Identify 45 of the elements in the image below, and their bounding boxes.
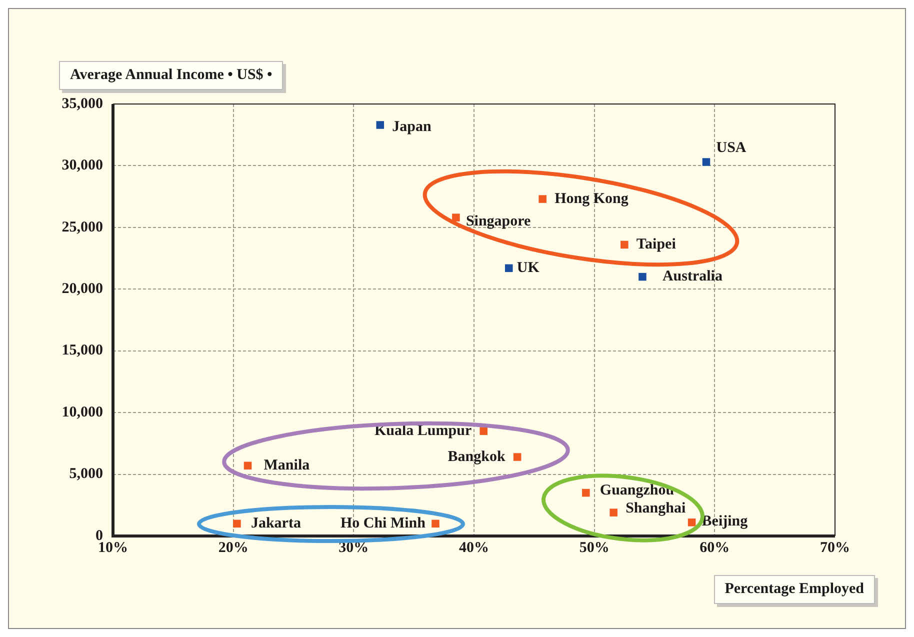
- x-axis-title: Percentage Employed: [714, 575, 875, 604]
- x-tick-label: 20%: [218, 540, 248, 556]
- point: [610, 508, 618, 516]
- annotation: UK: [516, 260, 540, 276]
- point: [513, 453, 522, 461]
- annotation: Beijing: [702, 513, 748, 530]
- point: [688, 518, 696, 526]
- y-tick-label: 20,000: [62, 281, 103, 298]
- annotation: Shanghai: [626, 500, 686, 516]
- point: [620, 240, 628, 249]
- point: [505, 264, 513, 272]
- point: [376, 121, 384, 129]
- y-tick-label: 10,000: [62, 404, 103, 420]
- annotation: Singapore: [466, 213, 532, 230]
- x-tick-label: 60%: [700, 540, 730, 556]
- y-tick-label: 15,000: [62, 342, 103, 359]
- annotation: Japan: [392, 118, 432, 135]
- y-tick-label: 35,000: [62, 96, 103, 112]
- annotation: Bangkok: [448, 448, 506, 465]
- point: [452, 214, 460, 222]
- annotation: USA: [716, 140, 746, 156]
- y-tick-label: 25,000: [62, 219, 103, 236]
- x-tick-label: 40%: [459, 540, 489, 556]
- point: [480, 427, 488, 435]
- point: [244, 462, 252, 470]
- point: [702, 158, 710, 166]
- point: [582, 488, 590, 497]
- y-axis-title: Average Annual Income • US$ •: [59, 61, 284, 90]
- annotation: Taipei: [636, 236, 676, 253]
- y-tick-label: 30,000: [62, 158, 103, 174]
- y-tick-label: 5,000: [69, 466, 103, 482]
- annotation: Jakarta: [250, 516, 302, 532]
- point: [638, 272, 646, 281]
- annotation: Guangzhou: [600, 482, 674, 499]
- annotation: Manila: [264, 458, 310, 474]
- annotation: Ho Chi Minh: [340, 516, 426, 532]
- point: [538, 195, 546, 203]
- x-tick-label: 30%: [338, 540, 369, 556]
- x-tick-label: 50%: [579, 540, 610, 556]
- annotation: Australia: [662, 268, 723, 285]
- point: [233, 520, 241, 528]
- x-tick-label: 70%: [820, 540, 850, 556]
- annotation: Hong Kong: [554, 190, 629, 207]
- point: [432, 520, 440, 528]
- x-tick-label: 10%: [98, 540, 128, 556]
